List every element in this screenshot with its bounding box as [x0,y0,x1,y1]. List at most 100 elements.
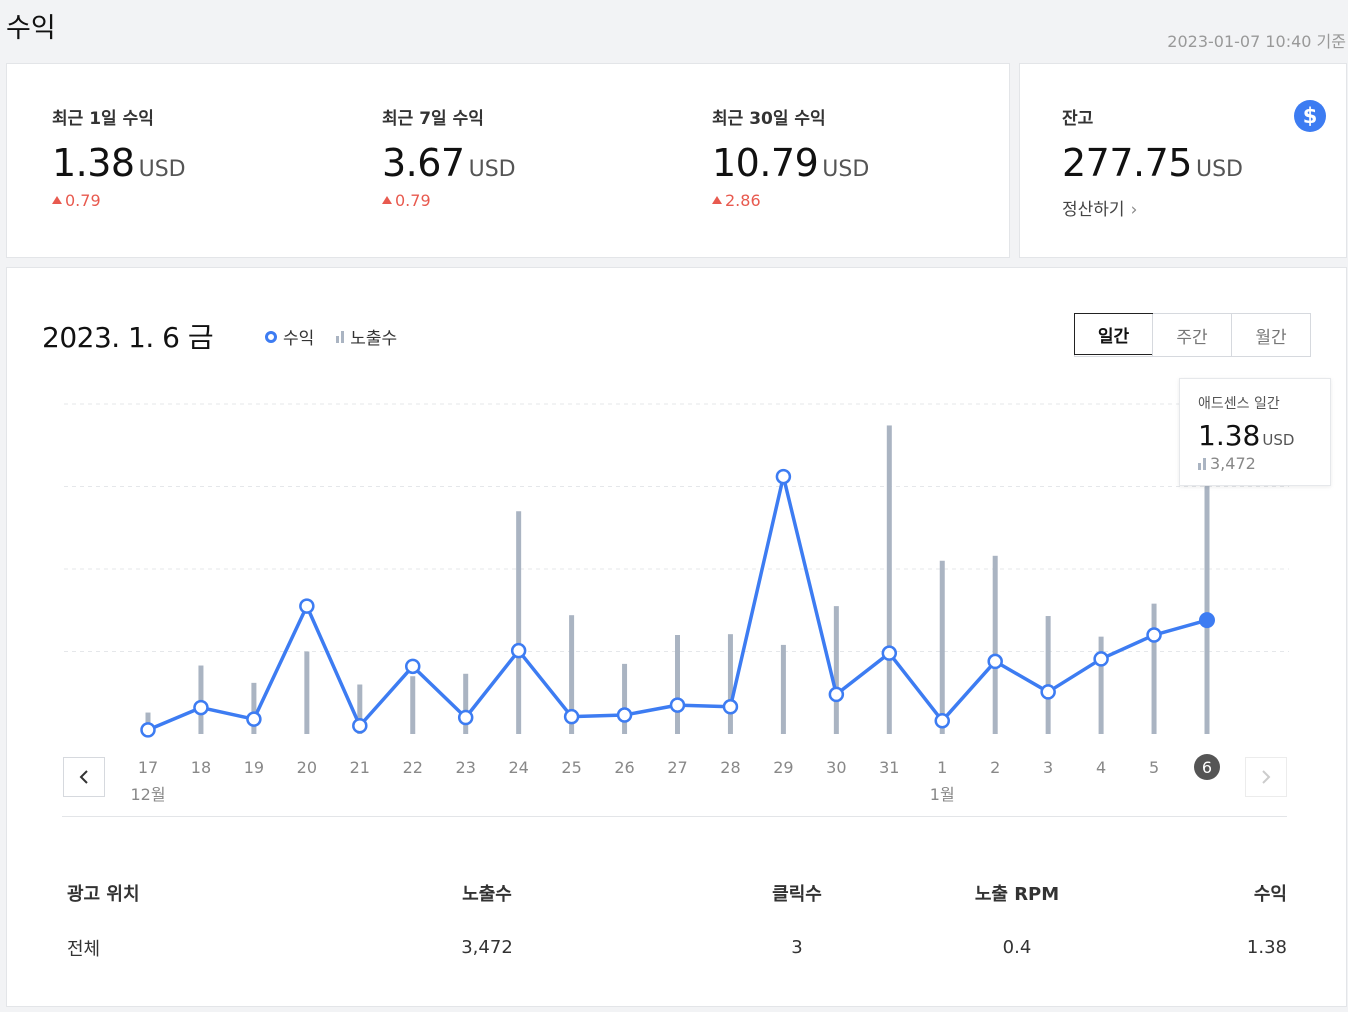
impression-bar [569,615,575,734]
divider [62,816,1287,817]
impression-bar [1098,636,1104,734]
tooltip-impressions: 3,472 [1210,454,1256,473]
cell-rpm: 0.4 [1002,937,1032,958]
prev-button[interactable] [63,757,105,797]
revenue-point [881,645,898,661]
chart-legend: 수익 노출수 [265,324,397,349]
tooltip-title: 애드센스 일간 [1198,396,1280,412]
impression-bar [463,673,469,734]
circle-marker-icon [265,330,277,343]
impression-bar [1045,616,1051,734]
balance-card: 잔고 277.75 USD 정산하기 › $ [1019,63,1347,258]
stat-unit: USD [468,157,516,182]
x-tick-label: 27 [667,758,687,777]
revenue-point [722,699,739,715]
revenue-point [987,653,1003,670]
x-tick-label: 5 [1149,758,1159,777]
revenue-point [140,722,156,738]
revenue-point [934,713,950,729]
cell-revenue: 1.38 [1246,937,1287,958]
impression-bar [886,425,892,734]
table-row: 전체 3,472 3 0.4 1.38 [67,920,1287,975]
x-tick-label: 28 [720,758,740,777]
placement-table: 광고 위치 노출수 클릭수 노출 RPM 수익 전체 3,472 3 0.4 1… [67,865,1287,975]
tooltip-value: 1.38 [1198,419,1261,452]
legend-revenue-label: 수익 [283,329,315,349]
impression-bar [357,684,363,734]
stat-delta: 0.79 [65,191,101,210]
header-placement: 광고 위치 [67,883,140,905]
stat-label: 최근 7일 수익 [382,109,484,129]
stat-delta: 2.86 [725,191,761,210]
revenue-point [405,658,421,675]
stat-value: 3.67 [382,141,465,185]
legend-impressions: 노출수 [336,324,397,349]
revenue-point [775,468,792,485]
chart-tooltip: 애드센스 일간 1.38 USD 3,472 [1179,378,1331,486]
revenue-point [669,697,686,713]
header-rpm: 노출 RPM [974,883,1060,905]
chart-date: 2023. 1. 6 금 [42,321,214,354]
header-clicks: 클릭수 [772,883,822,905]
revenue-point [510,642,527,659]
bar-chart-icon [336,330,345,343]
stat-1day: 최근 1일 수익 1.38 USD 0.79 [52,104,186,210]
summary-card: 최근 1일 수익 1.38 USD 0.79 최근 7일 수익 3.67 USD 0… [6,63,1010,258]
tab-monthly[interactable]: 월간 [1231,314,1310,356]
impression-bar [727,634,733,734]
x-tick-label: 29 [773,758,793,777]
x-tick-label: 1 [937,758,947,777]
x-month-label: 1월 [930,785,955,804]
x-tick-label: 17 [138,758,158,777]
revenue-point [616,707,633,723]
impression-bar [304,651,310,734]
tooltip-unit: USD [1262,431,1295,449]
x-tick-label: 3 [1043,758,1053,777]
timestamp: 2023-01-07 10:40 기준 [1167,32,1346,51]
stat-value: 10.79 [712,141,819,185]
tab-weekly[interactable]: 주간 [1152,314,1231,356]
chart-card: 2023. 1. 6 금 수익 노출수 일간 주간 월간 17 18 19 20 21 2… [6,267,1347,1007]
x-tick-label: 18 [191,758,211,777]
balance-unit: USD [1195,157,1243,182]
x-tick-label: 19 [244,758,264,777]
revenue-point-selected [1199,612,1215,629]
stat-unit: USD [822,157,870,182]
x-tick-label: 22 [403,758,423,777]
cell-clicks: 3 [791,937,803,958]
up-triangle-icon [52,196,62,204]
cell-impressions: 3,472 [461,937,513,958]
bar-chart-icon [1198,457,1206,470]
impression-bar [833,606,839,734]
dollar-icon: $ [1294,100,1326,132]
next-button[interactable] [1245,757,1287,797]
settle-link[interactable]: 정산하기 › [1062,195,1243,220]
x-tick-label: 24 [508,758,528,777]
x-tick-label: 21 [350,758,370,777]
x-tick-label: 20 [297,758,317,777]
chevron-right-icon: › [1130,200,1138,220]
up-triangle-icon [382,196,392,204]
stat-value: 1.38 [52,141,135,185]
revenue-point [352,718,368,734]
impression-bar [780,644,786,734]
impression-bar [1151,603,1157,734]
impression-bar [939,560,945,734]
stat-label: 최근 30일 수익 [712,109,826,129]
revenue-point [828,686,845,703]
stat-30day: 최근 30일 수익 10.79 USD 2.86 [712,104,869,210]
up-triangle-icon [712,196,722,204]
revenue-point [563,708,580,725]
impression-bar [622,663,628,734]
impression-bar [675,635,680,734]
header-revenue: 수익 [1253,883,1287,905]
stat-unit: USD [138,157,186,182]
x-tick-label: 23 [456,758,476,777]
impression-bar [198,665,204,734]
revenue-point [1146,627,1162,643]
selected-day-badge [1194,754,1220,780]
x-tick-label: 2 [990,758,1000,777]
x-tick-label: 6 [1202,758,1212,777]
tab-daily[interactable]: 일간 [1074,313,1153,355]
